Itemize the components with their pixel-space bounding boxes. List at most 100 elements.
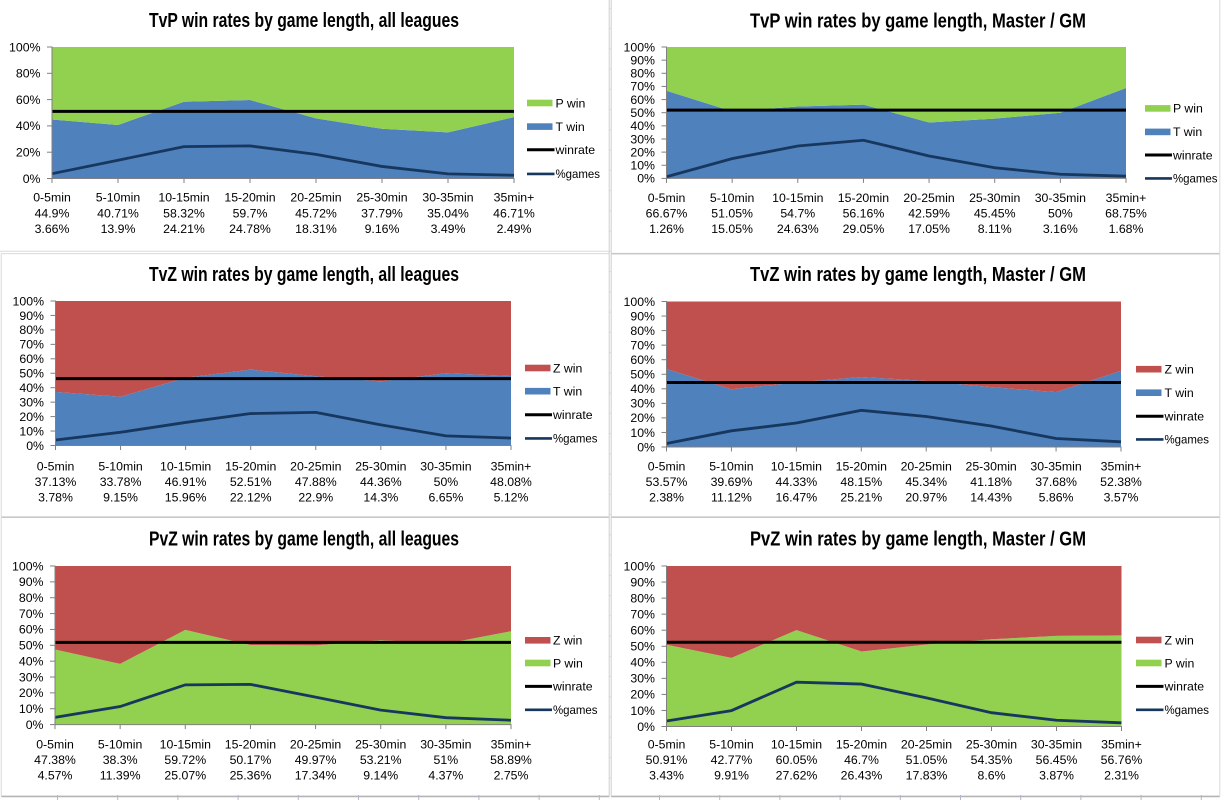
svg-text:26.43%: 26.43% bbox=[841, 769, 883, 783]
svg-text:35.04%: 35.04% bbox=[427, 206, 469, 220]
svg-text:38.3%: 38.3% bbox=[103, 753, 138, 767]
svg-text:5.86%: 5.86% bbox=[1039, 491, 1074, 505]
svg-text:TvP win rates by game length,: TvP win rates by game length, all league… bbox=[149, 9, 459, 32]
svg-text:20-25min: 20-25min bbox=[901, 738, 952, 752]
svg-text:winrate: winrate bbox=[1164, 680, 1205, 694]
svg-text:20-25min: 20-25min bbox=[901, 460, 952, 474]
svg-text:10-15min: 10-15min bbox=[771, 460, 822, 474]
svg-text:70%: 70% bbox=[630, 607, 655, 621]
svg-text:17.34%: 17.34% bbox=[295, 769, 337, 783]
svg-text:4.57%: 4.57% bbox=[38, 769, 73, 783]
svg-text:90%: 90% bbox=[630, 53, 655, 67]
svg-text:35min+: 35min+ bbox=[1101, 460, 1142, 474]
svg-text:48.08%: 48.08% bbox=[490, 475, 532, 489]
svg-text:10-15min: 10-15min bbox=[160, 738, 211, 752]
svg-text:T win: T win bbox=[556, 120, 585, 134]
svg-text:1.68%: 1.68% bbox=[1109, 222, 1144, 236]
svg-text:9.15%: 9.15% bbox=[103, 491, 138, 505]
svg-text:1.26%: 1.26% bbox=[649, 222, 684, 236]
svg-text:P win: P win bbox=[553, 656, 583, 670]
svg-text:37.68%: 37.68% bbox=[1035, 475, 1077, 489]
svg-text:TvP win rates by game length,: TvP win rates by game length, Master / G… bbox=[750, 10, 1086, 33]
svg-text:51.05%: 51.05% bbox=[711, 206, 753, 220]
svg-text:5-10min: 5-10min bbox=[710, 191, 755, 205]
svg-text:29.05%: 29.05% bbox=[843, 222, 885, 236]
svg-text:Z win: Z win bbox=[1165, 633, 1195, 647]
svg-text:35min+: 35min+ bbox=[494, 191, 535, 205]
svg-text:80%: 80% bbox=[16, 67, 41, 81]
svg-text:20%: 20% bbox=[630, 411, 655, 425]
svg-text:18.31%: 18.31% bbox=[295, 222, 337, 236]
svg-text:15-20min: 15-20min bbox=[838, 191, 889, 205]
svg-text:0%: 0% bbox=[637, 720, 655, 734]
svg-text:54.7%: 54.7% bbox=[780, 206, 815, 220]
svg-text:10%: 10% bbox=[19, 424, 44, 438]
svg-text:P win: P win bbox=[1173, 102, 1203, 116]
svg-text:35min+: 35min+ bbox=[1101, 738, 1142, 752]
svg-text:40%: 40% bbox=[16, 119, 41, 133]
svg-text:winrate: winrate bbox=[552, 408, 593, 422]
svg-text:10%: 10% bbox=[630, 704, 655, 718]
svg-text:17.83%: 17.83% bbox=[906, 769, 948, 783]
svg-text:14.43%: 14.43% bbox=[970, 491, 1012, 505]
svg-text:25-30min: 25-30min bbox=[355, 738, 406, 752]
svg-text:50%: 50% bbox=[630, 368, 655, 382]
svg-text:24.78%: 24.78% bbox=[229, 222, 271, 236]
svg-text:0-5min: 0-5min bbox=[648, 738, 686, 752]
svg-text:22.12%: 22.12% bbox=[230, 491, 272, 505]
svg-text:40%: 40% bbox=[630, 656, 655, 670]
svg-text:100%: 100% bbox=[624, 40, 656, 54]
svg-text:30%: 30% bbox=[19, 395, 44, 409]
svg-text:2.38%: 2.38% bbox=[649, 491, 684, 505]
svg-text:T win: T win bbox=[553, 385, 582, 399]
svg-text:50%: 50% bbox=[630, 106, 655, 120]
svg-text:14.3%: 14.3% bbox=[363, 491, 398, 505]
svg-text:52.51%: 52.51% bbox=[230, 475, 272, 489]
svg-text:15.96%: 15.96% bbox=[165, 491, 207, 505]
svg-text:25-30min: 25-30min bbox=[966, 460, 1017, 474]
svg-text:%games: %games bbox=[553, 703, 598, 717]
svg-text:80%: 80% bbox=[630, 324, 655, 338]
svg-text:30-35min: 30-35min bbox=[1031, 738, 1082, 752]
svg-text:39.69%: 39.69% bbox=[711, 475, 753, 489]
svg-text:25.21%: 25.21% bbox=[840, 491, 882, 505]
svg-text:15-20min: 15-20min bbox=[225, 460, 276, 474]
svg-text:5-10min: 5-10min bbox=[709, 738, 754, 752]
svg-text:10%: 10% bbox=[630, 159, 655, 173]
svg-text:Z win: Z win bbox=[553, 361, 583, 375]
svg-text:Z win: Z win bbox=[553, 634, 583, 648]
svg-text:TvZ win rates by game length,: TvZ win rates by game length, Master / G… bbox=[750, 263, 1086, 286]
svg-text:20%: 20% bbox=[19, 410, 44, 424]
svg-text:10-15min: 10-15min bbox=[771, 738, 822, 752]
svg-text:P win: P win bbox=[1165, 656, 1195, 670]
svg-text:47.88%: 47.88% bbox=[295, 475, 337, 489]
svg-text:30-35min: 30-35min bbox=[1035, 191, 1086, 205]
svg-text:0-5min: 0-5min bbox=[648, 460, 686, 474]
svg-text:20%: 20% bbox=[630, 688, 655, 702]
svg-text:40%: 40% bbox=[630, 119, 655, 133]
svg-text:TvZ win rates by game length,: TvZ win rates by game length, all league… bbox=[149, 263, 459, 286]
svg-text:25-30min: 25-30min bbox=[966, 738, 1017, 752]
svg-text:50.91%: 50.91% bbox=[646, 753, 688, 767]
svg-text:30-35min: 30-35min bbox=[420, 460, 471, 474]
svg-text:0-5min: 0-5min bbox=[36, 738, 74, 752]
svg-text:20%: 20% bbox=[630, 145, 655, 159]
svg-text:11.39%: 11.39% bbox=[100, 769, 141, 783]
svg-text:46.71%: 46.71% bbox=[493, 206, 535, 220]
svg-text:22.9%: 22.9% bbox=[298, 491, 333, 505]
svg-text:0%: 0% bbox=[23, 172, 41, 186]
svg-text:100%: 100% bbox=[9, 40, 41, 54]
svg-text:50.17%: 50.17% bbox=[230, 753, 272, 767]
svg-text:37.13%: 37.13% bbox=[35, 475, 77, 489]
svg-text:35min+: 35min+ bbox=[491, 738, 532, 752]
svg-text:60%: 60% bbox=[19, 623, 44, 637]
svg-text:49.97%: 49.97% bbox=[295, 753, 337, 767]
svg-text:37.79%: 37.79% bbox=[361, 206, 403, 220]
svg-text:P win: P win bbox=[556, 96, 586, 110]
svg-text:44.36%: 44.36% bbox=[360, 475, 402, 489]
svg-text:25.07%: 25.07% bbox=[164, 769, 206, 783]
svg-text:51%: 51% bbox=[434, 753, 459, 767]
svg-text:PvZ win rates by game length,: PvZ win rates by game length, all league… bbox=[149, 528, 459, 551]
svg-text:T win: T win bbox=[1165, 386, 1194, 400]
svg-text:100%: 100% bbox=[13, 294, 45, 308]
